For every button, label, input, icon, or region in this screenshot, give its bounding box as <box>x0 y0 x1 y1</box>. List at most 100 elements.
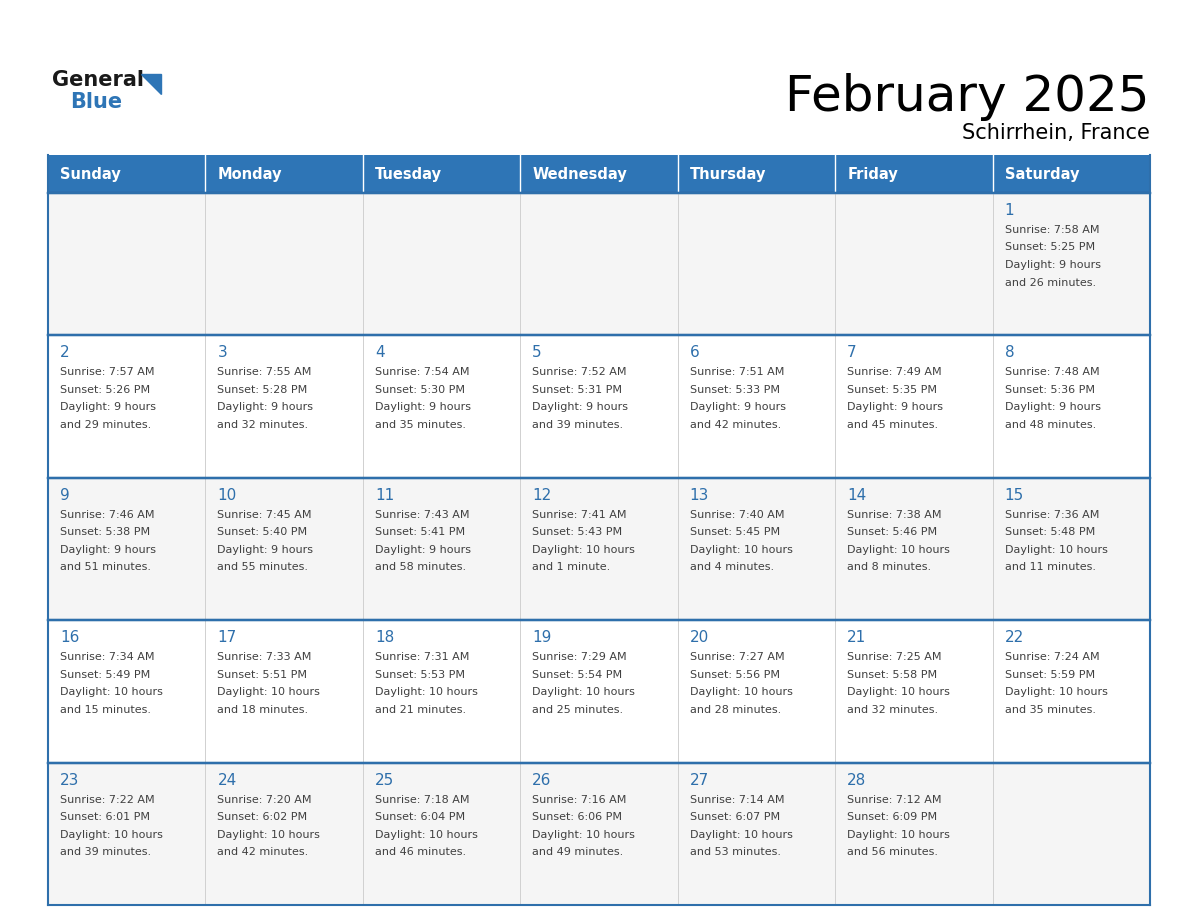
Bar <box>362 155 520 193</box>
Text: February 2025: February 2025 <box>785 73 1150 121</box>
Text: Sunset: 5:30 PM: Sunset: 5:30 PM <box>375 385 465 395</box>
Text: 1: 1 <box>1005 203 1015 218</box>
Text: 22: 22 <box>1005 630 1024 645</box>
Text: Daylight: 9 hours: Daylight: 9 hours <box>61 402 156 412</box>
Bar <box>677 477 835 621</box>
Text: Sunset: 5:43 PM: Sunset: 5:43 PM <box>532 527 623 537</box>
Text: Sunrise: 7:48 AM: Sunrise: 7:48 AM <box>1005 367 1099 377</box>
Text: and 26 minutes.: and 26 minutes. <box>1005 277 1095 287</box>
Bar <box>835 477 992 621</box>
Text: Sunset: 5:56 PM: Sunset: 5:56 PM <box>690 670 779 679</box>
Text: 14: 14 <box>847 487 866 503</box>
Text: Sunrise: 7:12 AM: Sunrise: 7:12 AM <box>847 795 942 804</box>
Bar <box>362 335 520 477</box>
Text: Daylight: 9 hours: Daylight: 9 hours <box>1005 402 1100 412</box>
Text: Sunrise: 7:31 AM: Sunrise: 7:31 AM <box>375 652 469 662</box>
Text: Sunset: 5:40 PM: Sunset: 5:40 PM <box>217 527 308 537</box>
Bar <box>206 621 362 763</box>
Bar <box>677 155 835 193</box>
Text: Sunrise: 7:36 AM: Sunrise: 7:36 AM <box>1005 509 1099 520</box>
Text: 15: 15 <box>1005 487 1024 503</box>
Bar <box>48 621 206 763</box>
Text: and 53 minutes.: and 53 minutes. <box>690 847 781 857</box>
Text: Sunrise: 7:43 AM: Sunrise: 7:43 AM <box>375 509 469 520</box>
Bar <box>992 193 1150 335</box>
Text: Sunrise: 7:57 AM: Sunrise: 7:57 AM <box>61 367 154 377</box>
Bar <box>835 155 992 193</box>
Bar <box>520 155 677 193</box>
Text: Sunset: 6:02 PM: Sunset: 6:02 PM <box>217 812 308 823</box>
Bar <box>520 477 677 621</box>
Text: 17: 17 <box>217 630 236 645</box>
Text: Sunrise: 7:16 AM: Sunrise: 7:16 AM <box>532 795 626 804</box>
Text: Sunset: 5:33 PM: Sunset: 5:33 PM <box>690 385 779 395</box>
Bar <box>362 193 520 335</box>
Text: Sunrise: 7:51 AM: Sunrise: 7:51 AM <box>690 367 784 377</box>
Text: and 48 minutes.: and 48 minutes. <box>1005 420 1095 430</box>
Polygon shape <box>141 74 162 94</box>
Text: and 39 minutes.: and 39 minutes. <box>532 420 624 430</box>
Text: Daylight: 10 hours: Daylight: 10 hours <box>532 544 636 554</box>
Text: Daylight: 10 hours: Daylight: 10 hours <box>375 688 478 697</box>
Text: 26: 26 <box>532 773 551 788</box>
Text: Sunrise: 7:38 AM: Sunrise: 7:38 AM <box>847 509 942 520</box>
Text: 7: 7 <box>847 345 857 361</box>
Text: Sunrise: 7:49 AM: Sunrise: 7:49 AM <box>847 367 942 377</box>
Bar <box>520 621 677 763</box>
Text: and 11 minutes.: and 11 minutes. <box>1005 563 1095 572</box>
Text: 24: 24 <box>217 773 236 788</box>
Bar <box>520 193 677 335</box>
Text: Sunset: 6:04 PM: Sunset: 6:04 PM <box>375 812 465 823</box>
Text: Thursday: Thursday <box>690 166 766 182</box>
Text: 23: 23 <box>61 773 80 788</box>
Text: Sunset: 5:59 PM: Sunset: 5:59 PM <box>1005 670 1094 679</box>
Text: Sunset: 5:49 PM: Sunset: 5:49 PM <box>61 670 150 679</box>
Bar <box>677 621 835 763</box>
Text: and 39 minutes.: and 39 minutes. <box>61 847 151 857</box>
Text: Sunrise: 7:29 AM: Sunrise: 7:29 AM <box>532 652 627 662</box>
Text: Daylight: 10 hours: Daylight: 10 hours <box>217 688 321 697</box>
Text: and 46 minutes.: and 46 minutes. <box>375 847 466 857</box>
Text: Daylight: 9 hours: Daylight: 9 hours <box>217 544 314 554</box>
Bar <box>48 335 206 477</box>
Text: and 29 minutes.: and 29 minutes. <box>61 420 151 430</box>
Bar <box>677 335 835 477</box>
Bar <box>520 763 677 905</box>
Bar <box>520 335 677 477</box>
Text: Sunset: 6:07 PM: Sunset: 6:07 PM <box>690 812 779 823</box>
Text: 10: 10 <box>217 487 236 503</box>
Text: Sunrise: 7:18 AM: Sunrise: 7:18 AM <box>375 795 469 804</box>
Text: and 35 minutes.: and 35 minutes. <box>1005 705 1095 715</box>
Bar <box>835 335 992 477</box>
Text: Daylight: 10 hours: Daylight: 10 hours <box>690 830 792 840</box>
Text: 18: 18 <box>375 630 394 645</box>
Text: Daylight: 9 hours: Daylight: 9 hours <box>375 402 470 412</box>
Text: 2: 2 <box>61 345 70 361</box>
Text: and 32 minutes.: and 32 minutes. <box>217 420 309 430</box>
Text: Sunset: 5:41 PM: Sunset: 5:41 PM <box>375 527 465 537</box>
Text: and 8 minutes.: and 8 minutes. <box>847 563 931 572</box>
Text: 9: 9 <box>61 487 70 503</box>
Text: and 25 minutes.: and 25 minutes. <box>532 705 624 715</box>
Text: Sunset: 6:01 PM: Sunset: 6:01 PM <box>61 812 150 823</box>
Text: and 28 minutes.: and 28 minutes. <box>690 705 781 715</box>
Bar <box>992 335 1150 477</box>
Bar <box>48 477 206 621</box>
Text: Monday: Monday <box>217 166 282 182</box>
Text: Daylight: 10 hours: Daylight: 10 hours <box>690 688 792 697</box>
Text: 11: 11 <box>375 487 394 503</box>
Text: Sunrise: 7:33 AM: Sunrise: 7:33 AM <box>217 652 311 662</box>
Text: Schirrhein, France: Schirrhein, France <box>962 123 1150 143</box>
Bar <box>677 763 835 905</box>
Text: Friday: Friday <box>847 166 898 182</box>
Text: and 56 minutes.: and 56 minutes. <box>847 847 939 857</box>
Text: Daylight: 10 hours: Daylight: 10 hours <box>532 830 636 840</box>
Text: Sunrise: 7:14 AM: Sunrise: 7:14 AM <box>690 795 784 804</box>
Bar <box>206 335 362 477</box>
Text: Sunset: 5:36 PM: Sunset: 5:36 PM <box>1005 385 1094 395</box>
Text: and 45 minutes.: and 45 minutes. <box>847 420 939 430</box>
Bar <box>677 193 835 335</box>
Text: Sunset: 5:58 PM: Sunset: 5:58 PM <box>847 670 937 679</box>
Bar <box>48 193 206 335</box>
Text: and 55 minutes.: and 55 minutes. <box>217 563 309 572</box>
